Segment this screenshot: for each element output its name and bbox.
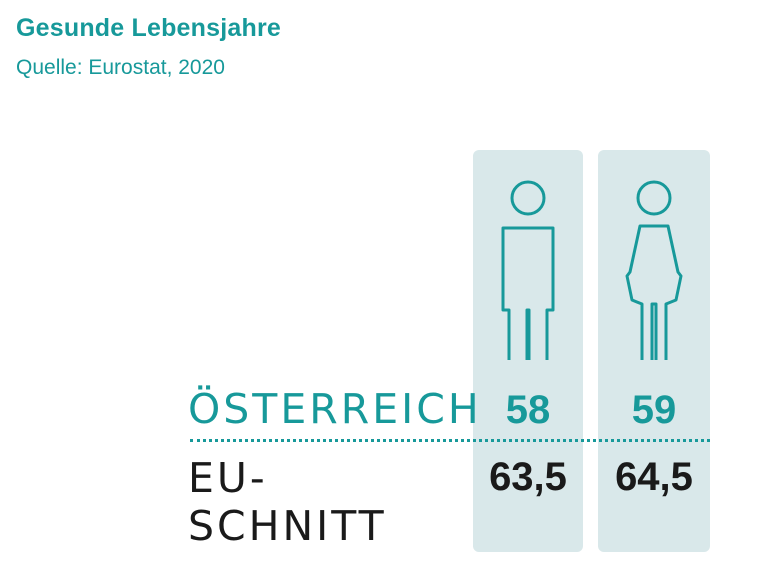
value-oesterreich-women: 59 <box>631 388 677 432</box>
column-men <box>473 150 583 552</box>
value-oesterreich-men: 58 <box>505 388 551 432</box>
row-label-eu-schnitt: EU-SCHNITT <box>188 454 387 550</box>
value-eu-women: 64,5 <box>615 455 693 499</box>
row-label-oesterreich: ÖSTERREICH <box>188 385 482 433</box>
column-women <box>598 150 710 552</box>
man-icon <box>493 180 563 387</box>
value-eu-men: 63,5 <box>489 455 567 499</box>
chart-source: Quelle: Eurostat, 2020 <box>16 56 225 79</box>
woman-icon <box>618 180 688 386</box>
chart-title: Gesunde Lebensjahre <box>16 14 281 42</box>
dotted-divider <box>190 439 710 442</box>
